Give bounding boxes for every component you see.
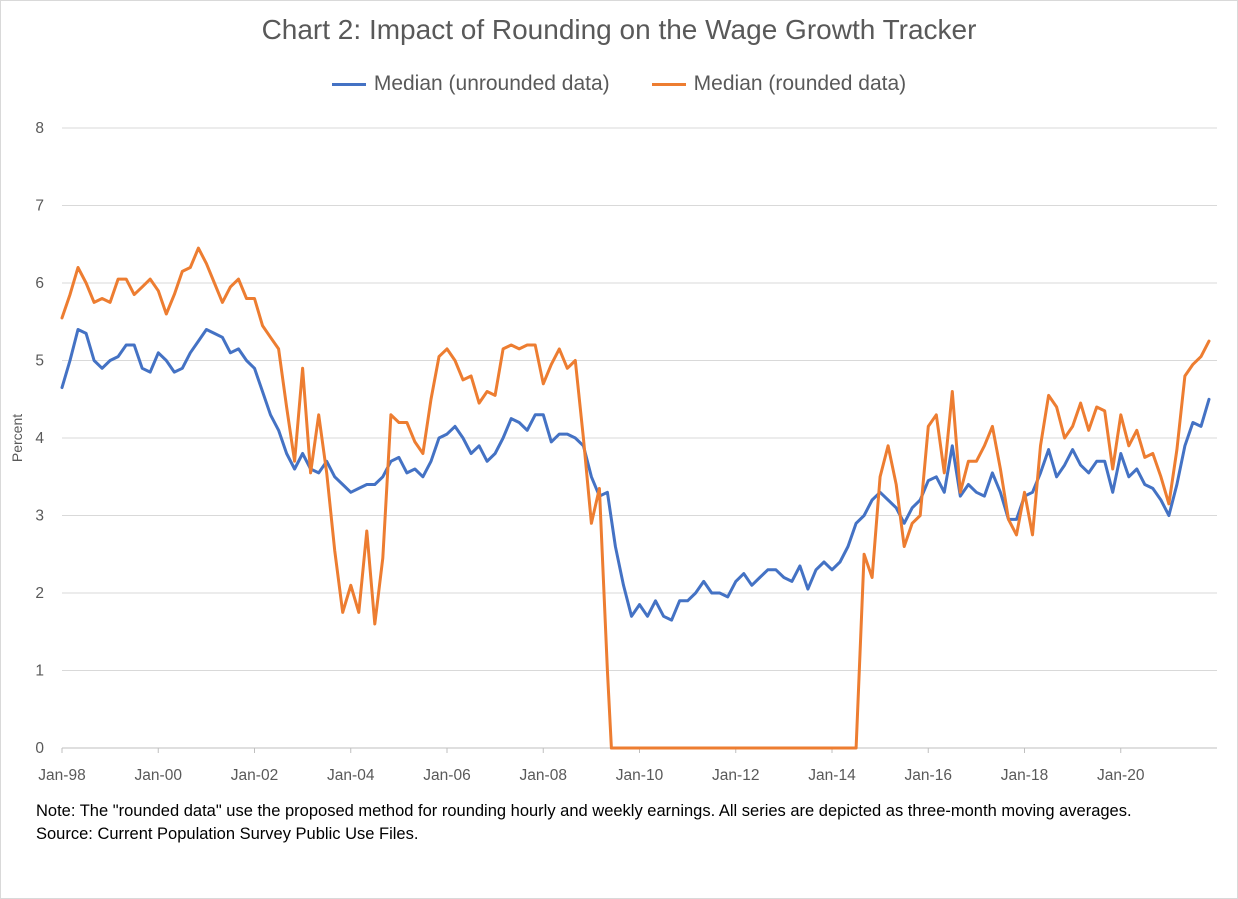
x-tick-label: Jan-06 xyxy=(423,767,470,784)
legend-label-rounded: Median (rounded data) xyxy=(693,72,907,95)
y-tick-label: 6 xyxy=(35,275,44,292)
x-tick-label: Jan-00 xyxy=(135,767,183,784)
x-tick-label: Jan-98 xyxy=(38,767,85,784)
y-tick-label: 3 xyxy=(35,508,44,525)
y-tick-label: 7 xyxy=(35,198,44,215)
y-tick-label: 0 xyxy=(35,740,44,757)
x-tick-label: Jan-18 xyxy=(1001,767,1048,784)
x-tick-label: Jan-08 xyxy=(520,767,567,784)
x-tick-label: Jan-04 xyxy=(327,767,375,784)
series-lines xyxy=(60,246,1211,750)
legend: Median (unrounded data) Median (rounded … xyxy=(0,72,1238,96)
x-axis-ticks: Jan-98 Jan-00 Jan-02 Jan-04 Jan-06 Jan-08 Jan-… xyxy=(38,748,1145,784)
note-text: Note: The "rounded data" use the propose… xyxy=(36,802,1132,820)
y-tick-label: 4 xyxy=(35,430,44,447)
x-tick-label: Jan-20 xyxy=(1097,767,1145,784)
x-tick-label: Jan-14 xyxy=(808,767,856,784)
y-axis-title: Percent xyxy=(9,414,25,462)
chart-notes: Note: The "rounded data" use the propose… xyxy=(36,800,1206,846)
y-tick-label: 1 xyxy=(35,663,44,680)
y-tick-label: 2 xyxy=(35,585,44,602)
chart-title: Chart 2: Impact of Rounding on the Wage … xyxy=(261,14,977,45)
gridlines xyxy=(62,127,1217,749)
legend-label-unrounded: Median (unrounded data) xyxy=(373,72,610,95)
y-axis-ticks: 0 1 2 3 4 5 6 7 8 xyxy=(35,120,44,757)
source-text: Source: Current Population Survey Public… xyxy=(36,825,419,843)
x-tick-label: Jan-12 xyxy=(712,767,759,784)
y-tick-label: 8 xyxy=(35,120,44,137)
legend-item-rounded: Median (rounded data) xyxy=(651,72,907,96)
y-tick-label: 5 xyxy=(35,353,44,370)
series-line-unrounded xyxy=(60,328,1211,622)
x-tick-label: Jan-02 xyxy=(231,767,278,784)
series-line-rounded xyxy=(60,246,1211,750)
legend-item-unrounded: Median (unrounded data) xyxy=(331,72,610,96)
legend-swatch-rounded xyxy=(651,82,686,86)
x-tick-label: Jan-10 xyxy=(616,767,664,784)
x-tick-label: Jan-16 xyxy=(905,767,952,784)
legend-swatch-unrounded xyxy=(331,82,366,86)
